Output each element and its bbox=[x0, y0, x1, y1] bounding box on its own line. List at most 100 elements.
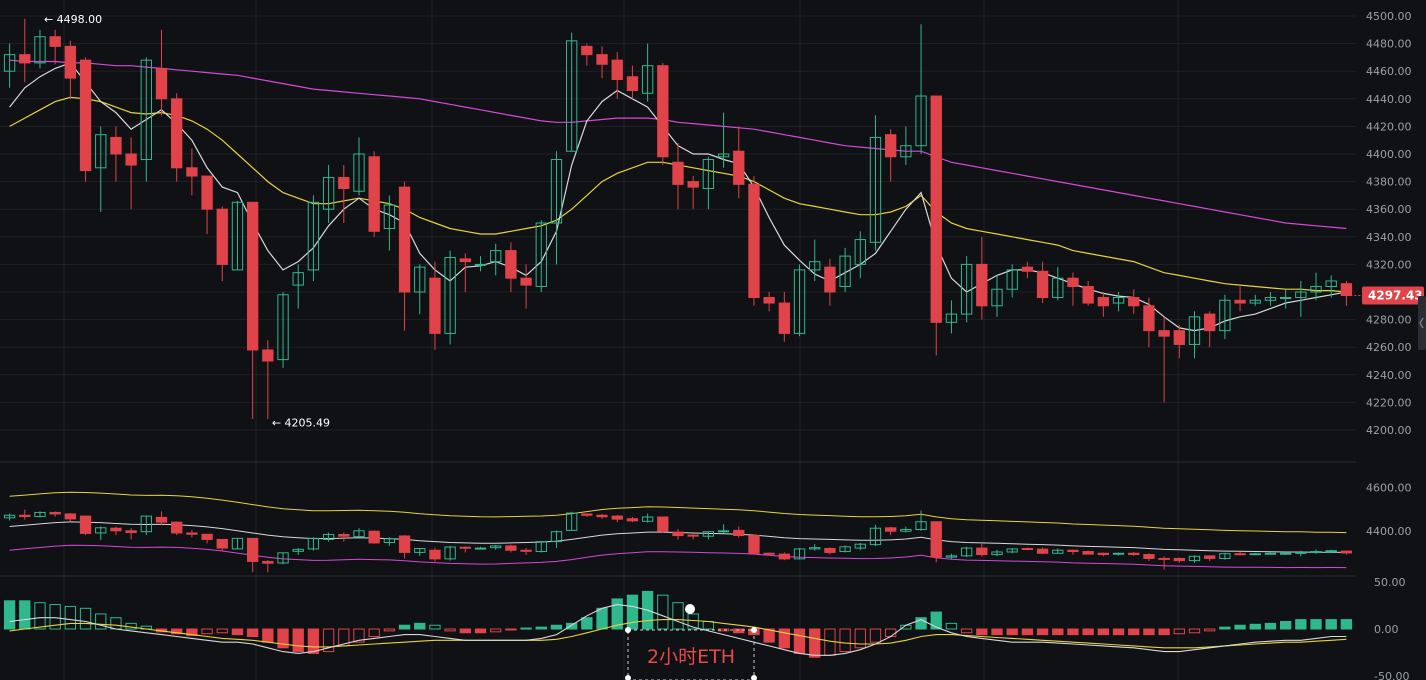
macd-histogram-bar bbox=[687, 613, 699, 630]
candle-body bbox=[1006, 269, 1018, 290]
bollinger-panel bbox=[3, 491, 1353, 573]
candle-body bbox=[1310, 285, 1322, 293]
overlay-handle-top-left[interactable] bbox=[625, 627, 631, 633]
y-tick-label: 4240.00 bbox=[1366, 369, 1412, 382]
low-price-label: ← 4205.49 bbox=[272, 416, 330, 429]
candle-body bbox=[1112, 297, 1125, 304]
overlay-handle-top-right[interactable] bbox=[751, 627, 757, 633]
mini-candle-body bbox=[702, 531, 715, 537]
overlay-selection-box[interactable] bbox=[627, 629, 755, 680]
macd-histogram-bar bbox=[490, 628, 502, 633]
candle-body bbox=[915, 95, 927, 147]
candle-body bbox=[262, 349, 274, 362]
candle-body bbox=[748, 183, 760, 299]
y-tick-label: 4220.00 bbox=[1366, 396, 1412, 409]
macd-histogram-bar bbox=[581, 617, 593, 630]
y-tick-label: 4320.00 bbox=[1366, 258, 1412, 271]
mini-candle-body bbox=[459, 546, 471, 549]
candle-body bbox=[809, 261, 821, 271]
mini-candle-body bbox=[1310, 551, 1322, 554]
candle-body bbox=[596, 54, 608, 65]
macd-histogram-bar bbox=[930, 611, 942, 630]
macd-histogram-bar bbox=[1158, 628, 1170, 636]
mini-candle-body bbox=[885, 527, 897, 532]
macd-histogram-bar bbox=[505, 628, 517, 631]
candle-body bbox=[702, 159, 715, 190]
mini-candle-body bbox=[1204, 555, 1216, 559]
macd-histogram-bar bbox=[991, 628, 1003, 636]
candle-body bbox=[1249, 299, 1261, 304]
candle-body bbox=[231, 201, 244, 271]
candle-body bbox=[1021, 266, 1034, 272]
axis-scroll-handle[interactable] bbox=[1418, 296, 1426, 350]
mini-candle-body bbox=[1340, 550, 1353, 554]
y-tick-label: 4460.00 bbox=[1366, 65, 1412, 78]
macd-histogram-bar bbox=[535, 626, 547, 630]
overlay-handle-bottom-left[interactable] bbox=[625, 675, 631, 680]
macd-histogram-bar bbox=[368, 628, 380, 638]
macd-histogram-bar bbox=[3, 600, 16, 630]
candle-body bbox=[1052, 277, 1064, 299]
last-price-tag bbox=[1362, 286, 1424, 305]
mini-candle-body bbox=[611, 515, 623, 520]
overlay-text[interactable]: 2小时ETH bbox=[647, 646, 735, 668]
overlay-handle-bottom-right[interactable] bbox=[751, 675, 757, 680]
candle-body bbox=[1158, 330, 1170, 337]
macd-histogram-bar bbox=[520, 627, 532, 630]
mini-candle-body bbox=[110, 527, 122, 532]
candle-body bbox=[1219, 299, 1231, 332]
macd-histogram-bar bbox=[869, 628, 882, 643]
mini-candle-body bbox=[246, 537, 259, 562]
mini-candle-body bbox=[49, 511, 61, 515]
chevron-left-icon bbox=[1419, 317, 1424, 329]
candle-body bbox=[292, 272, 304, 286]
mini-candle-body bbox=[1264, 552, 1277, 555]
mini-candle-body bbox=[216, 538, 228, 549]
mini-candle-body bbox=[717, 530, 730, 533]
y-tick-label: 4420.00 bbox=[1366, 120, 1412, 133]
candle-body bbox=[763, 297, 775, 304]
macd-histogram-bar bbox=[171, 628, 183, 635]
candle-body bbox=[490, 250, 502, 263]
mini-candle-body bbox=[95, 527, 107, 534]
mini-candle-body bbox=[125, 530, 137, 534]
candle-body bbox=[869, 136, 882, 243]
macd-histogram-bar bbox=[459, 628, 471, 634]
mini-candle-body bbox=[1097, 552, 1110, 556]
mini-candle-body bbox=[1021, 548, 1034, 551]
mini-candle-body bbox=[140, 515, 152, 533]
axis-scroll-handle-bar[interactable] bbox=[1418, 296, 1426, 350]
mini-candle-body bbox=[900, 529, 912, 532]
macd-histogram-bar bbox=[429, 624, 441, 630]
candle-body bbox=[79, 59, 92, 172]
candle-body bbox=[186, 167, 198, 177]
candle-body bbox=[34, 36, 46, 64]
candle-body bbox=[125, 153, 137, 166]
candle-body bbox=[885, 134, 897, 158]
y-tick-label: 4200.00 bbox=[1366, 424, 1412, 437]
macd-histogram-bar bbox=[1219, 626, 1231, 630]
candle-body bbox=[3, 54, 16, 72]
candle-body bbox=[95, 134, 107, 169]
macd-histogram-bar bbox=[474, 628, 487, 634]
macd-histogram-bar bbox=[414, 622, 426, 630]
mini-candle-body bbox=[383, 538, 396, 543]
macd-cursor-point[interactable] bbox=[685, 604, 695, 614]
candle-body bbox=[930, 95, 942, 323]
mini-candle-body bbox=[976, 547, 988, 556]
mini-candle-body bbox=[809, 547, 821, 550]
mini-candle-body bbox=[19, 514, 31, 518]
mini-y-tick-label: 4400.00 bbox=[1366, 525, 1412, 538]
macd-histogram-bar bbox=[672, 602, 684, 630]
candle-body bbox=[900, 145, 912, 158]
candle-body bbox=[140, 59, 152, 161]
macd-histogram-bar bbox=[1279, 620, 1292, 630]
mini-candle-body bbox=[1143, 554, 1155, 559]
drawing-overlay[interactable]: 2小时ETH bbox=[625, 604, 757, 680]
mini-candle-body bbox=[565, 512, 578, 531]
macd-histogram-bar bbox=[1097, 628, 1110, 636]
mini-candle-body bbox=[201, 533, 213, 540]
mini-candle-body bbox=[991, 551, 1003, 556]
mini-candle-body bbox=[915, 521, 927, 531]
